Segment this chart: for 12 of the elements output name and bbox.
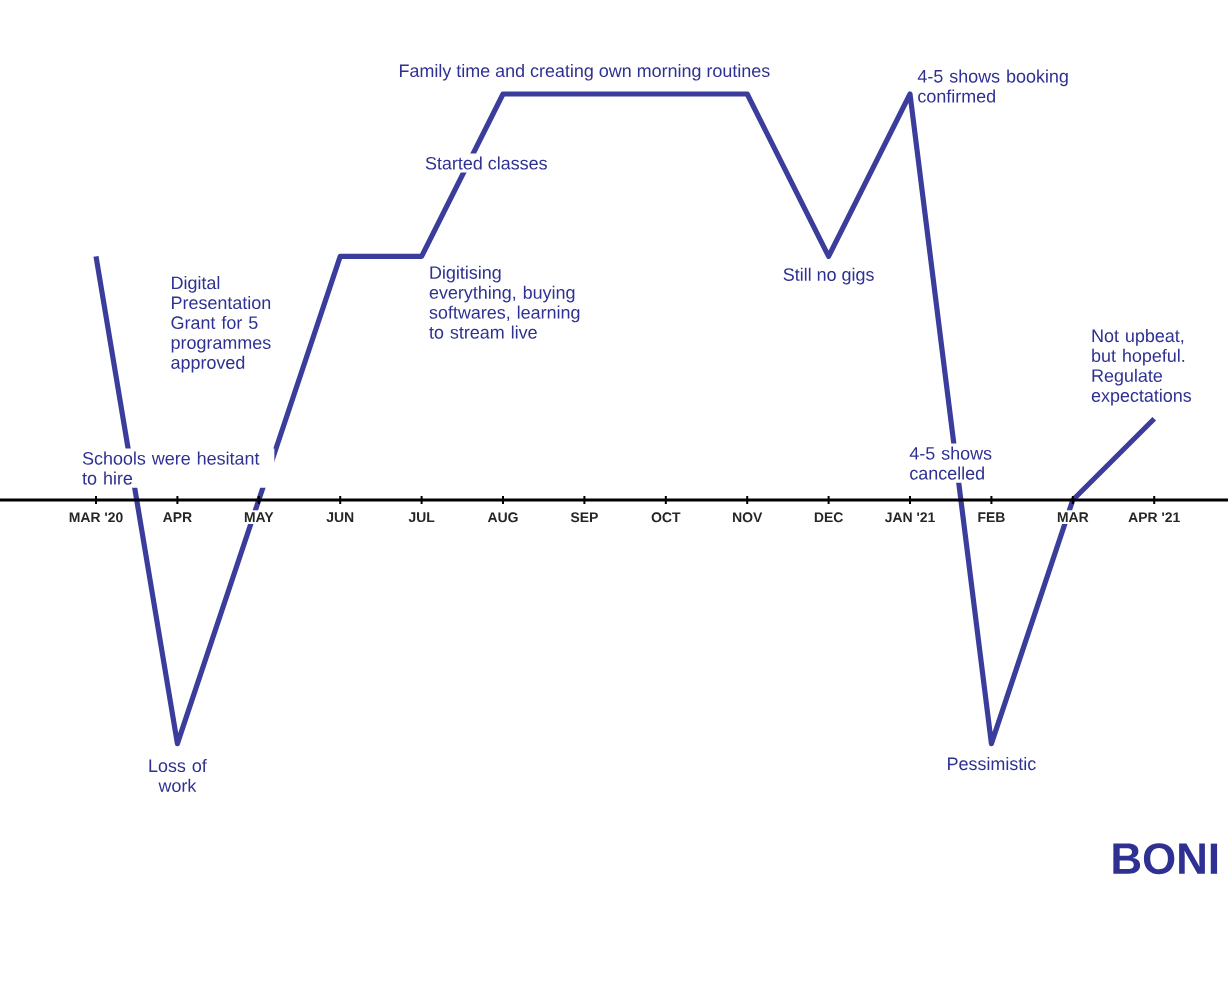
annotation: Pessimistic xyxy=(948,756,1036,771)
annotation: Loss of work xyxy=(149,758,207,793)
annotation: 4-5 shows booking confirmed xyxy=(917,69,1068,103)
annotation: Digital Presentation Grant for 5 programmes approved xyxy=(171,276,271,373)
annotation: Schools were hesitant to hire xyxy=(82,451,260,485)
annotation: Digitising everything, buying softwares, learning to stream live xyxy=(429,265,580,339)
annotation: Family time and creating own morning routines xyxy=(399,63,770,81)
annotation: Started classes xyxy=(425,156,547,170)
annotation: Not upbeat, but hopeful. Regulate expectations xyxy=(1091,328,1192,406)
annotation: 4-5 shows cancelled xyxy=(909,446,992,480)
text: BONI xyxy=(1113,843,1218,875)
annotation: Still no gigs xyxy=(783,267,874,285)
